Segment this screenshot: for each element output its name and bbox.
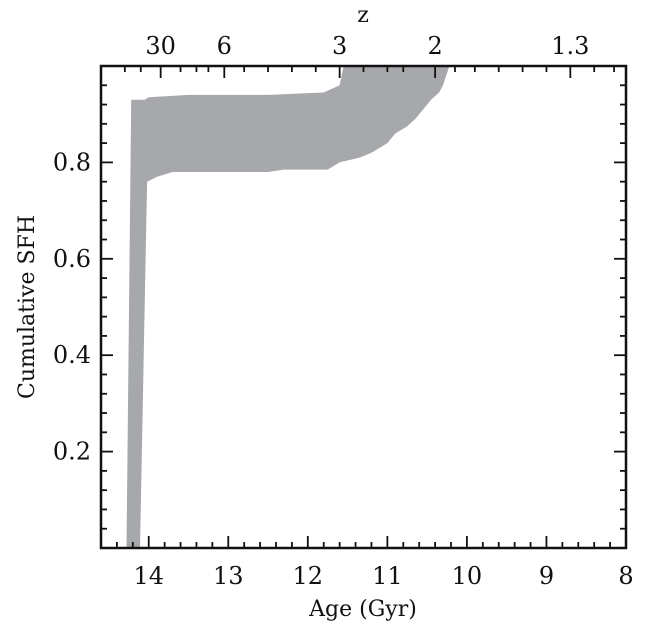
top-tick-label: 3 [332, 32, 347, 60]
x-tick-label: 13 [213, 562, 244, 590]
sfh-band-0 [126, 66, 450, 548]
x-tick-label: 14 [133, 562, 164, 590]
x-tick-label: 11 [372, 562, 403, 590]
x-tick-label: 10 [452, 562, 483, 590]
axes-layer [99, 64, 628, 550]
y-tick-label: 0.8 [53, 148, 91, 176]
top-tick-label: 30 [145, 32, 176, 60]
y-tick-label: 0.6 [53, 245, 91, 273]
top-axis-title: z [357, 3, 369, 28]
sfh-band-layer [126, 66, 450, 548]
labels-layer: Age (Gyr) Cumulative SFH z 30 6 3 2 1.3 14 13 1… [15, 3, 634, 622]
x-tick-label: 8 [618, 562, 633, 590]
y-tick-label: 0.2 [53, 438, 91, 466]
top-tick-label: 1.3 [551, 32, 589, 60]
top-tick-label: 6 [217, 32, 232, 60]
x-axis-title: Age (Gyr) [308, 597, 417, 622]
y-axis-title: Cumulative SFH [15, 215, 40, 399]
top-tick-label: 2 [427, 32, 442, 60]
x-tick-label: 12 [293, 562, 324, 590]
x-tick-label: 9 [539, 562, 554, 590]
y-tick-label: 0.4 [53, 341, 91, 369]
